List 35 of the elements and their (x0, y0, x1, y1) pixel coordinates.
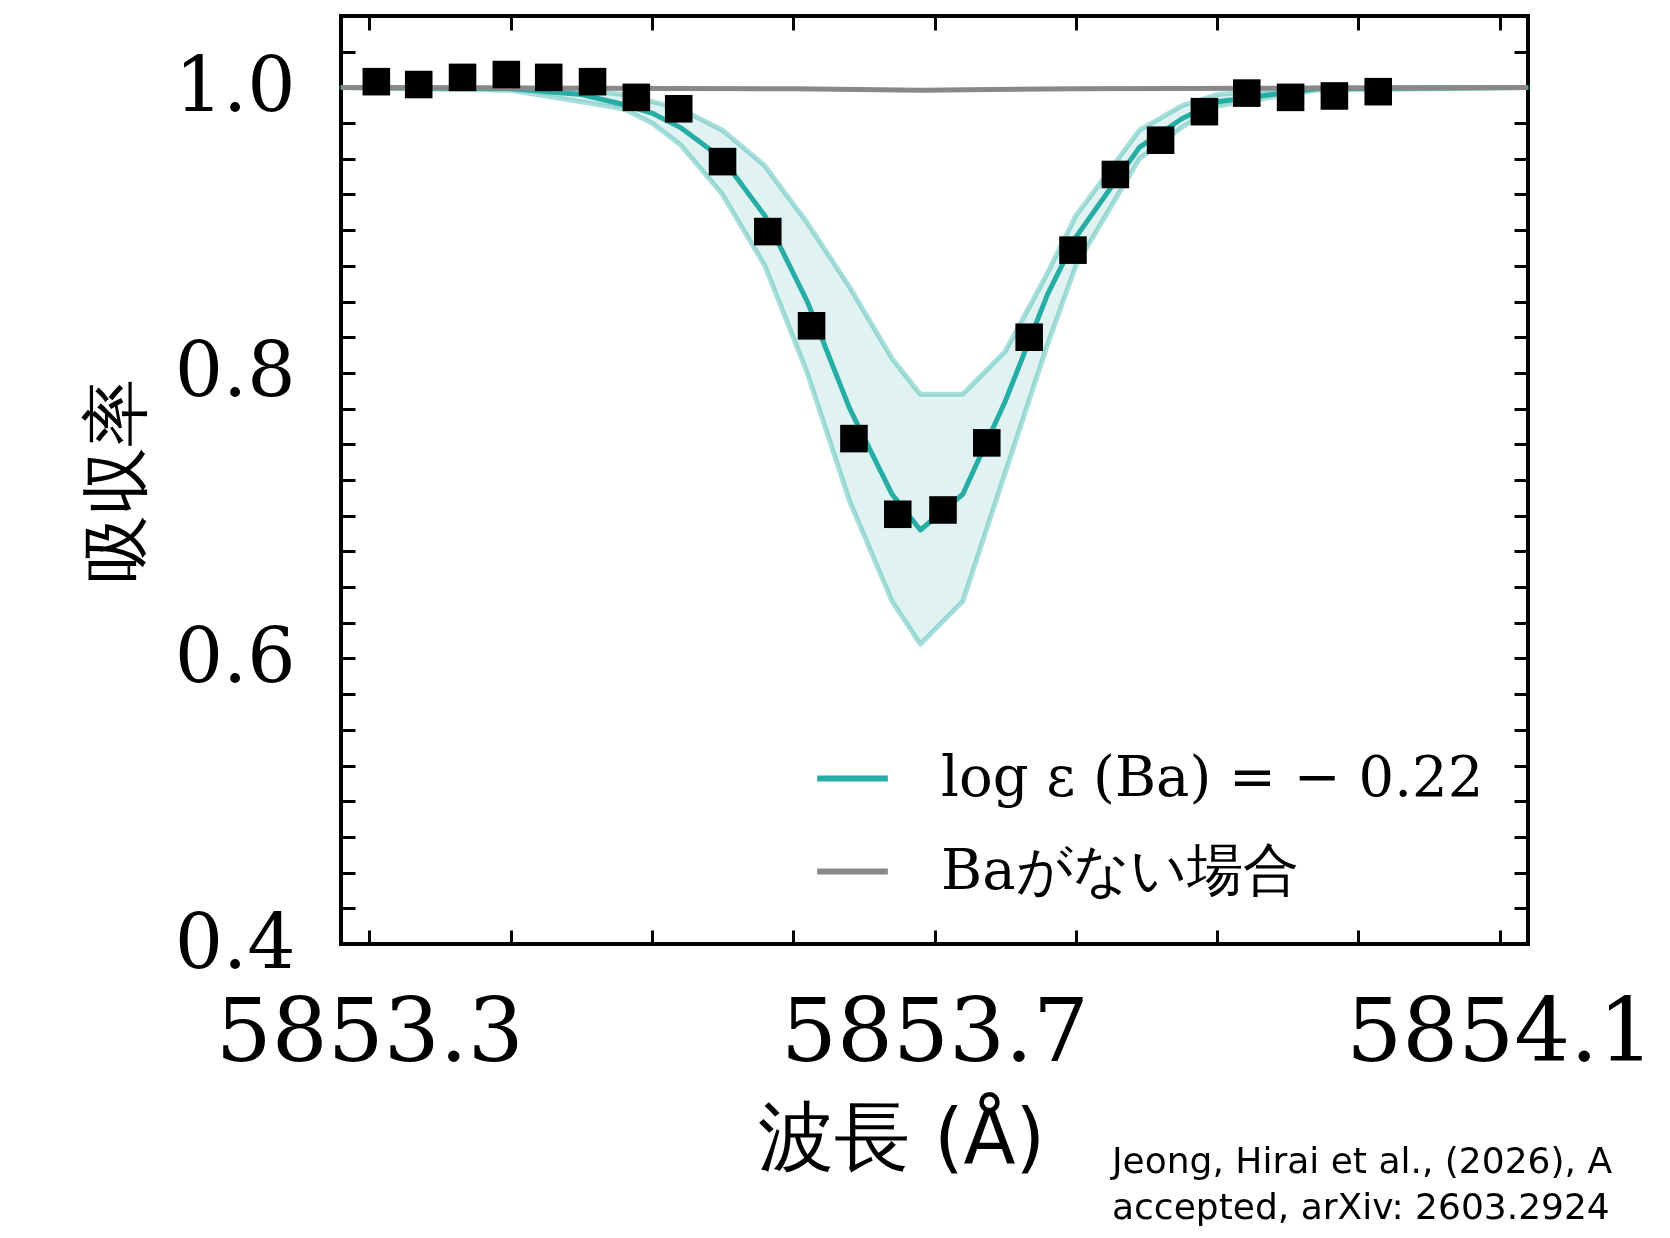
point (1364, 77, 1392, 106)
point (973, 429, 1001, 457)
point (664, 95, 693, 123)
point (622, 83, 651, 112)
point (578, 67, 607, 96)
point (362, 67, 391, 96)
point (1015, 323, 1043, 352)
point (492, 60, 521, 89)
point (797, 312, 826, 340)
point (1276, 83, 1305, 112)
point (1146, 126, 1175, 154)
point (753, 217, 782, 246)
y-tick-label: 0.8 (174, 325, 296, 415)
x-axis-title: 波長 (Å) (757, 1091, 1046, 1181)
point (840, 424, 868, 453)
point (708, 147, 737, 176)
point (404, 70, 433, 99)
x-tick-label: 5854.1 (1346, 978, 1655, 1082)
legend-label: Baがない場合 (941, 836, 1299, 902)
x-tick-label: 5853.7 (781, 978, 1089, 1082)
text: accepted, arXiv: 2603.2924 (1112, 1185, 1611, 1229)
y-tick-label: 0.6 (174, 610, 296, 700)
point (534, 63, 563, 92)
point (1190, 97, 1219, 126)
point (1101, 160, 1130, 189)
point (448, 63, 477, 92)
legend-label: log ε (Ba) = − 0.22 (941, 743, 1484, 809)
point (1059, 236, 1087, 264)
point (1320, 82, 1349, 110)
text: Jeong, Hirai et al., (2026), A (1112, 1139, 1613, 1183)
point (1233, 79, 1261, 107)
y-tick-label: 1.0 (174, 39, 296, 129)
y-axis-title: 吸収率 (75, 378, 155, 583)
point (929, 496, 957, 524)
point (883, 500, 912, 529)
